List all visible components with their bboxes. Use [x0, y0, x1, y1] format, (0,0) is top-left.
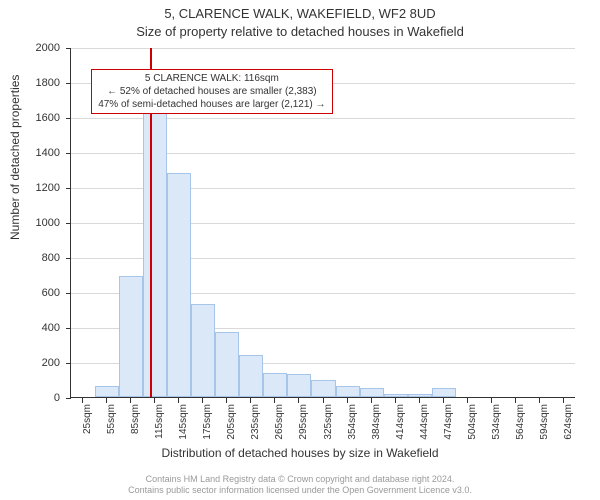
subtitle: Size of property relative to detached ho…	[0, 24, 600, 39]
gridline	[71, 48, 575, 49]
x-tick-mark	[467, 398, 468, 403]
x-tick-mark	[226, 398, 227, 403]
x-tick-mark	[443, 398, 444, 403]
histogram-bar	[95, 386, 119, 397]
y-tick-label: 0	[0, 393, 60, 403]
x-tick-label: 474sqm	[443, 404, 454, 444]
x-tick-mark	[347, 398, 348, 403]
x-tick-mark	[250, 398, 251, 403]
histogram-bar	[191, 304, 215, 397]
annotation-box: 5 CLARENCE WALK: 116sqm← 52% of detached…	[91, 69, 332, 114]
histogram-bar	[263, 373, 287, 398]
annotation-line: 47% of semi-detached houses are larger (…	[98, 98, 325, 111]
y-tick-mark	[66, 293, 71, 294]
y-tick-mark	[66, 188, 71, 189]
x-tick-label: 145sqm	[178, 404, 189, 444]
histogram-bar	[311, 380, 335, 398]
x-tick-mark	[323, 398, 324, 403]
x-tick-label: 624sqm	[563, 404, 574, 444]
y-tick-mark	[66, 258, 71, 259]
histogram-bar	[408, 394, 432, 397]
x-tick-area: 25sqm 55sqm 85sqm 115sqm 145sqm 175sqm 205sqm 2…	[70, 398, 575, 448]
x-tick-label: 354sqm	[347, 404, 358, 444]
x-tick-mark	[154, 398, 155, 403]
annotation-line: ← 52% of detached houses are smaller (2,…	[98, 85, 325, 98]
y-tick-label: 600	[0, 288, 60, 298]
x-tick-mark	[298, 398, 299, 403]
y-tick-mark	[66, 83, 71, 84]
x-tick-label: 444sqm	[419, 404, 430, 444]
x-tick-label: 594sqm	[539, 404, 550, 444]
x-axis-label: Distribution of detached houses by size …	[0, 446, 600, 460]
histogram-bar	[239, 355, 263, 397]
y-tick-label: 800	[0, 253, 60, 263]
plot-area: 5 CLARENCE WALK: 116sqm← 52% of detached…	[70, 48, 575, 398]
x-tick-label: 115sqm	[154, 404, 165, 444]
histogram-bar	[143, 110, 167, 397]
histogram-bar	[167, 173, 191, 397]
x-tick-mark	[178, 398, 179, 403]
y-tick-label: 1400	[0, 148, 60, 158]
x-tick-label: 265sqm	[274, 404, 285, 444]
y-tick-label: 1200	[0, 183, 60, 193]
x-tick-label: 235sqm	[250, 404, 261, 444]
x-tick-mark	[130, 398, 131, 403]
y-tick-mark	[66, 223, 71, 224]
y-tick-mark	[66, 363, 71, 364]
y-tick-mark	[66, 153, 71, 154]
y-tick-label: 2000	[0, 43, 60, 53]
credits-line-2: Contains public sector information licen…	[0, 485, 600, 496]
histogram-bar	[432, 388, 456, 397]
histogram-bar	[215, 332, 239, 397]
y-tick-label: 1000	[0, 218, 60, 228]
histogram-bar	[287, 374, 311, 397]
histogram-bar	[336, 386, 360, 397]
x-tick-label: 564sqm	[515, 404, 526, 444]
credits: Contains HM Land Registry data © Crown c…	[0, 474, 600, 496]
y-tick-mark	[66, 48, 71, 49]
x-tick-label: 25sqm	[82, 404, 93, 444]
x-tick-label: 175sqm	[202, 404, 213, 444]
credits-line-1: Contains HM Land Registry data © Crown c…	[0, 474, 600, 485]
x-tick-label: 504sqm	[467, 404, 478, 444]
x-tick-mark	[563, 398, 564, 403]
x-tick-mark	[515, 398, 516, 403]
x-tick-label: 85sqm	[130, 404, 141, 444]
x-tick-label: 295sqm	[298, 404, 309, 444]
y-tick-label: 200	[0, 358, 60, 368]
x-tick-label: 55sqm	[106, 404, 117, 444]
chart-container: 5, CLARENCE WALK, WAKEFIELD, WF2 8UD Siz…	[0, 0, 600, 500]
address-title: 5, CLARENCE WALK, WAKEFIELD, WF2 8UD	[0, 6, 600, 21]
x-tick-label: 384sqm	[371, 404, 382, 444]
y-tick-label: 400	[0, 323, 60, 333]
y-tick-label: 1800	[0, 78, 60, 88]
x-tick-mark	[106, 398, 107, 403]
x-tick-mark	[82, 398, 83, 403]
x-tick-mark	[202, 398, 203, 403]
histogram-bar	[384, 394, 408, 398]
x-tick-mark	[274, 398, 275, 403]
histogram-bar	[360, 388, 384, 397]
histogram-bar	[119, 276, 143, 397]
y-tick-label: 1600	[0, 113, 60, 123]
x-tick-mark	[371, 398, 372, 403]
x-tick-label: 414sqm	[395, 404, 406, 444]
x-tick-label: 325sqm	[323, 404, 334, 444]
x-tick-mark	[491, 398, 492, 403]
x-tick-label: 205sqm	[226, 404, 237, 444]
x-tick-mark	[395, 398, 396, 403]
x-tick-label: 534sqm	[491, 404, 502, 444]
annotation-line: 5 CLARENCE WALK: 116sqm	[98, 72, 325, 85]
y-tick-mark	[66, 118, 71, 119]
x-tick-mark	[419, 398, 420, 403]
y-tick-mark	[66, 328, 71, 329]
x-tick-mark	[539, 398, 540, 403]
